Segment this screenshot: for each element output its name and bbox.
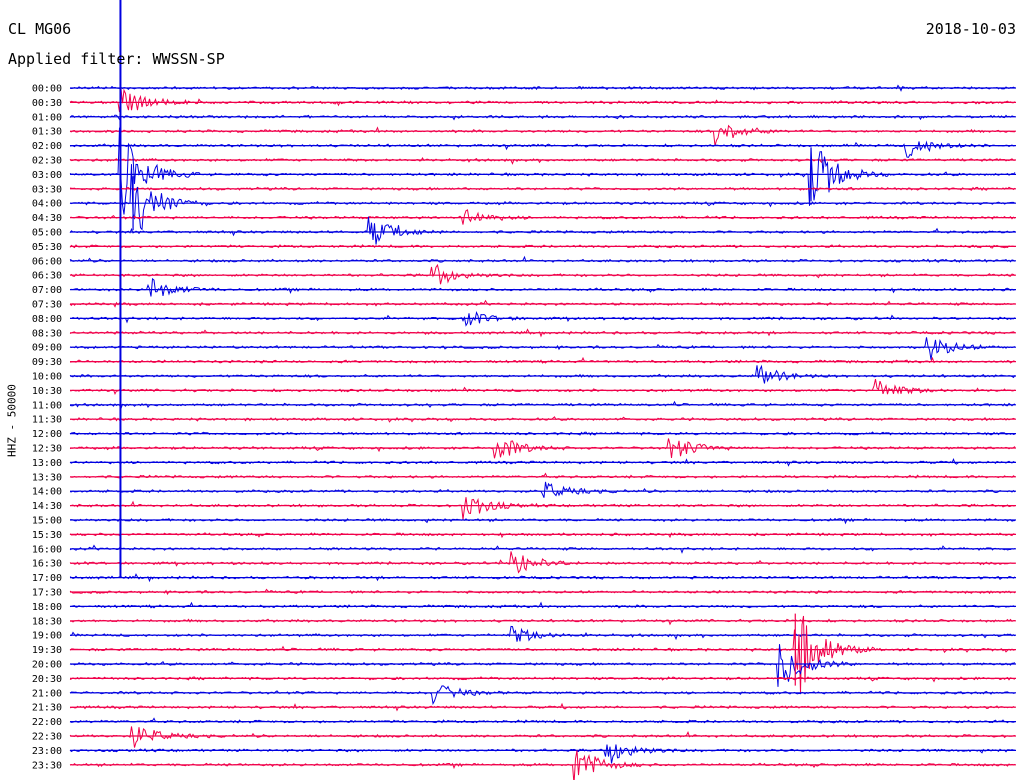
row-time-label: 06:00 [32,256,62,267]
row-time-label: 05:00 [32,228,62,239]
row-time-label: 22:00 [32,717,62,728]
row-time-label: 22:30 [32,732,62,743]
row-time-label: 04:00 [32,199,62,210]
trace-row [69,685,1016,706]
row-time-label: 11:30 [32,415,62,426]
row-time-label: 00:00 [32,84,62,95]
row-time-label: 00:30 [32,98,62,109]
trace-row [69,472,1016,479]
row-time-label: 16:30 [32,559,62,570]
row-time-label: 13:00 [32,458,62,469]
row-time-label: 20:30 [32,674,62,685]
trace-row [69,601,1016,609]
trace-row [69,277,1016,297]
trace-row [69,744,1016,764]
row-time-label: 01:30 [32,127,62,138]
row-time-label: 09:30 [32,357,62,368]
row-time-label: 09:00 [32,343,62,354]
trace-row [69,88,1016,113]
trace-row [69,124,1015,146]
trace-row [69,364,1016,384]
trace-row [69,255,1016,263]
channel-label: HHZ - 50000 [5,384,19,457]
trace-row [69,140,1016,158]
row-time-label: 02:30 [32,156,62,167]
row-time-label: 06:30 [32,271,62,282]
row-time-label: 03:30 [32,184,62,195]
row-time-label: 01:00 [32,112,62,123]
row-time-label: 15:00 [32,516,62,527]
filter-label: Applied filter: WWSSN-SP [8,50,225,68]
row-time-label: 12:30 [32,444,62,455]
row-time-label: 15:30 [32,530,62,541]
row-time-label: 18:30 [32,616,62,627]
trace-row [69,625,1016,642]
trace-row [69,551,1016,574]
row-time-label: 10:00 [32,372,62,383]
row-time-label: 13:30 [32,472,62,483]
trace-row [69,517,1015,525]
row-time-label: 18:00 [32,602,62,613]
row-time-label: 21:30 [32,703,62,714]
row-time-label: 10:30 [32,386,62,397]
row-time-label: 14:30 [32,501,62,512]
row-time-label: 07:30 [32,300,62,311]
row-time-label: 23:30 [32,760,62,771]
row-time-label: 08:00 [32,314,62,325]
row-time-label: 20:00 [32,660,62,671]
trace-row [69,337,1016,360]
row-time-label: 04:30 [32,213,62,224]
trace-row [69,216,1016,245]
date-label: 2018-10-03 [925,20,1016,38]
trace-row [69,717,1016,724]
trace-row [69,481,1016,498]
trace-row [69,378,1016,396]
row-time-label: 19:00 [32,631,62,642]
trace-row [69,676,1016,683]
row-time-label: 03:00 [32,170,62,181]
trace-row [69,618,1016,626]
row-time-label: 12:00 [32,429,62,440]
row-time-label: 05:30 [32,242,62,253]
row-time-label: 19:30 [32,645,62,656]
row-time-label: 14:00 [32,487,62,498]
station-label: CL MG06 [8,20,72,38]
row-time-label: 21:00 [32,688,62,699]
row-time-label: 07:00 [32,285,62,296]
row-time-label: 17:00 [32,573,62,584]
trace-row [69,127,1016,215]
trace-row [69,356,1016,364]
trace-row [69,726,1016,748]
trace-row [69,497,1016,520]
row-time-label: 16:00 [32,544,62,555]
row-time-label: 02:00 [32,141,62,152]
row-time-label: 11:00 [32,400,62,411]
row-time-label: 17:30 [32,588,62,599]
row-time-label: 23:00 [32,746,62,757]
trace-row [69,157,1015,165]
trace-row [69,615,1016,694]
row-time-label: 08:30 [32,328,62,339]
